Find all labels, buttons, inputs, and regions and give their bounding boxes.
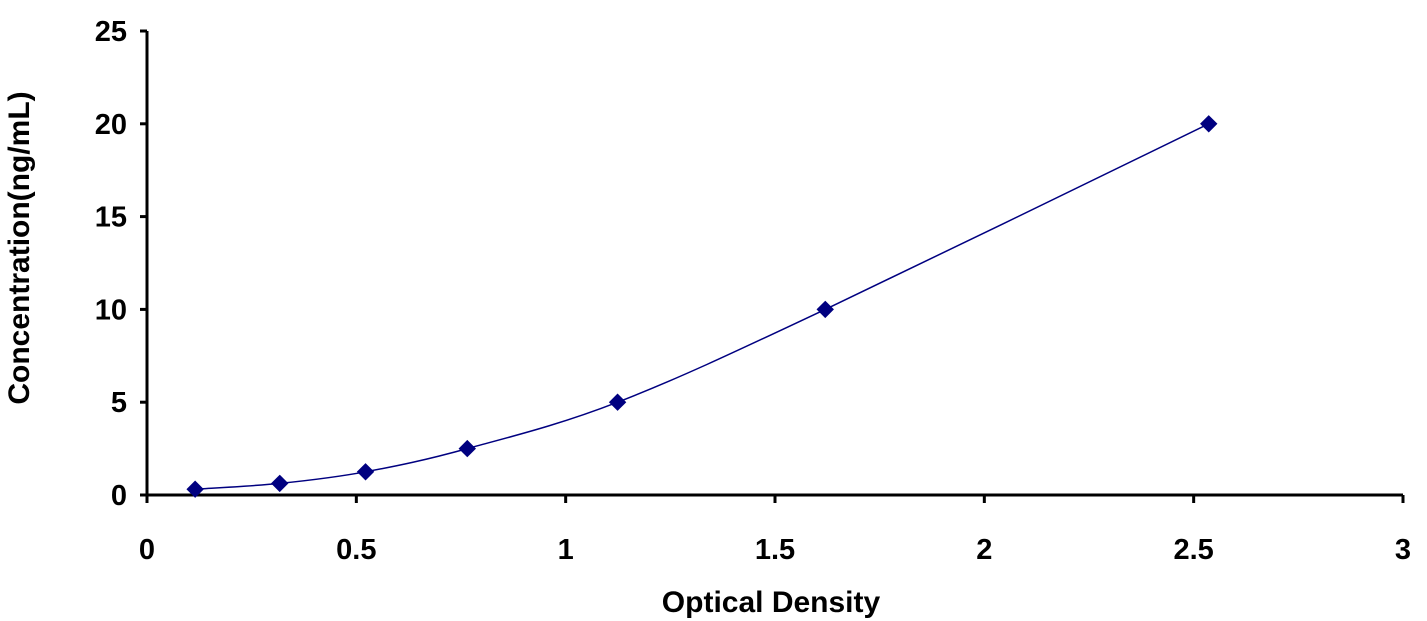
x-tick-label: 2.5	[1174, 534, 1214, 566]
data-point	[186, 480, 204, 498]
data-point	[458, 439, 476, 458]
data-point	[356, 463, 375, 481]
axes	[140, 29, 1405, 503]
x-tick-label: 0	[139, 534, 155, 566]
data-point	[1200, 115, 1218, 133]
y-tick-label: 0	[111, 480, 127, 512]
y-tick-label: 15	[95, 202, 127, 234]
x-tick-label: 1	[558, 534, 574, 566]
tick-labels: 0 5 10 15 20 25 0 0.5 1 1.5 2 2.5 3	[95, 16, 1411, 566]
x-tick-label: 2	[976, 534, 992, 566]
y-tick-label: 5	[111, 387, 127, 419]
data-point	[816, 300, 834, 319]
x-tick-label: 1.5	[755, 534, 795, 566]
x-tick-label: 3	[1395, 534, 1411, 566]
data-point	[271, 474, 289, 493]
x-axis-title: Optical Density	[662, 586, 881, 619]
data-point	[608, 393, 627, 411]
y-tick-label: 20	[95, 109, 127, 141]
y-tick-label: 25	[95, 16, 127, 48]
y-axis-title: Concentration(ng/mL)	[3, 91, 36, 404]
x-tick-label: 0.5	[336, 534, 376, 566]
y-tick-label: 10	[95, 294, 127, 326]
data-points	[186, 115, 1218, 498]
series-line	[195, 123, 1210, 490]
